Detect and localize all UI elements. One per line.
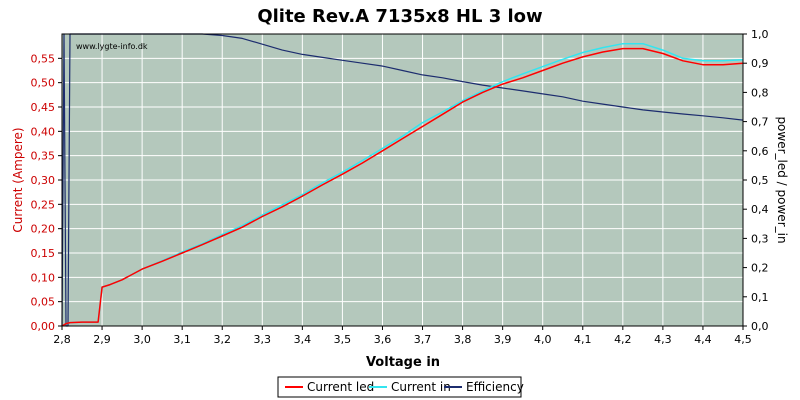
x-tick-label: 2,9 [93, 333, 111, 346]
x-tick-label: 4,1 [574, 333, 592, 346]
y-left-axis-label: Current (Ampere) [11, 127, 25, 232]
watermark: www.lygte-info.dk [76, 42, 148, 51]
y-left-tick-label: 0,15 [31, 247, 56, 260]
y-left-tick-label: 0,20 [31, 223, 56, 236]
y-right-tick-label: 0,7 [751, 116, 769, 129]
y-left-tick-label: 0,30 [31, 174, 56, 187]
y-left-tick-label: 0,45 [31, 101, 56, 114]
y-right-tick-label: 0,6 [751, 145, 769, 158]
y-left-tick-label: 0,10 [31, 271, 56, 284]
x-axis-label: Voltage in [366, 355, 440, 370]
y-left-tick-label: 0,35 [31, 150, 56, 163]
x-tick-label: 3,2 [213, 333, 231, 346]
x-tick-label: 4,2 [614, 333, 632, 346]
x-tick-label: 3,4 [294, 333, 312, 346]
x-tick-label: 4,3 [654, 333, 672, 346]
y-right-ticks: 0,0 0,1 0,2 0,3 0,4 0,5 0,6 0,7 0,8 0,9 1,0 [743, 28, 769, 333]
legend-label-current-in: Current in [391, 380, 451, 394]
x-tick-label: 3,9 [494, 333, 512, 346]
legend-label-efficiency: Efficiency [466, 380, 524, 394]
x-ticks: 2,8 2,9 3,0 3,1 3,2 3,3 3,4 3,5 3,6 3,7 3,8 3,9 4,0 4… [53, 326, 752, 346]
y-left-tick-label: 0,55 [31, 52, 56, 65]
x-tick-label: 3,0 [133, 333, 151, 346]
y-right-tick-label: 0,5 [751, 174, 769, 187]
x-tick-label: 2,8 [53, 333, 71, 346]
y-left-tick-label: 0,50 [31, 77, 56, 90]
series-line-current-led [61, 47, 744, 327]
x-tick-label: 4,4 [694, 333, 712, 346]
x-tick-label: 3,5 [334, 333, 352, 346]
y-right-tick-label: 0,9 [751, 57, 769, 70]
y-right-tick-label: 0,2 [751, 262, 769, 275]
y-left-tick-label: 0,25 [31, 198, 56, 211]
x-tick-label: 4,5 [734, 333, 752, 346]
x-tick-label: 3,1 [173, 333, 191, 346]
x-tick-label: 3,3 [254, 333, 272, 346]
y-right-axis-label: power_led / power_in [775, 116, 789, 243]
y-left-tick-label: 0,40 [31, 125, 56, 138]
y-right-tick-label: 0,8 [751, 86, 769, 99]
x-tick-label: 3,7 [414, 333, 432, 346]
y-right-tick-label: 0,0 [751, 320, 769, 333]
y-right-tick-label: 0,3 [751, 232, 769, 245]
legend: Current led Current in Efficiency [277, 376, 524, 398]
y-left-tick-label: 0,05 [31, 296, 56, 309]
x-tick-label: 4,0 [534, 333, 552, 346]
legend-label-current-led: Current led [307, 380, 374, 394]
y-right-tick-label: 0,4 [751, 203, 769, 216]
y-left-tick-label: 0,00 [31, 320, 56, 333]
y-left-ticks: 0,00 0,05 0,10 0,15 0,20 0,25 0,30 0,35 0,40 0,45… [31, 52, 62, 333]
x-tick-label: 3,8 [454, 333, 472, 346]
y-right-tick-label: 0,1 [751, 291, 769, 304]
chart-title: Qlite Rev.A 7135x8 HL 3 low [257, 6, 542, 27]
x-tick-label: 3,6 [374, 333, 392, 346]
legend-box [277, 376, 522, 398]
y-right-tick-label: 1,0 [751, 28, 769, 41]
